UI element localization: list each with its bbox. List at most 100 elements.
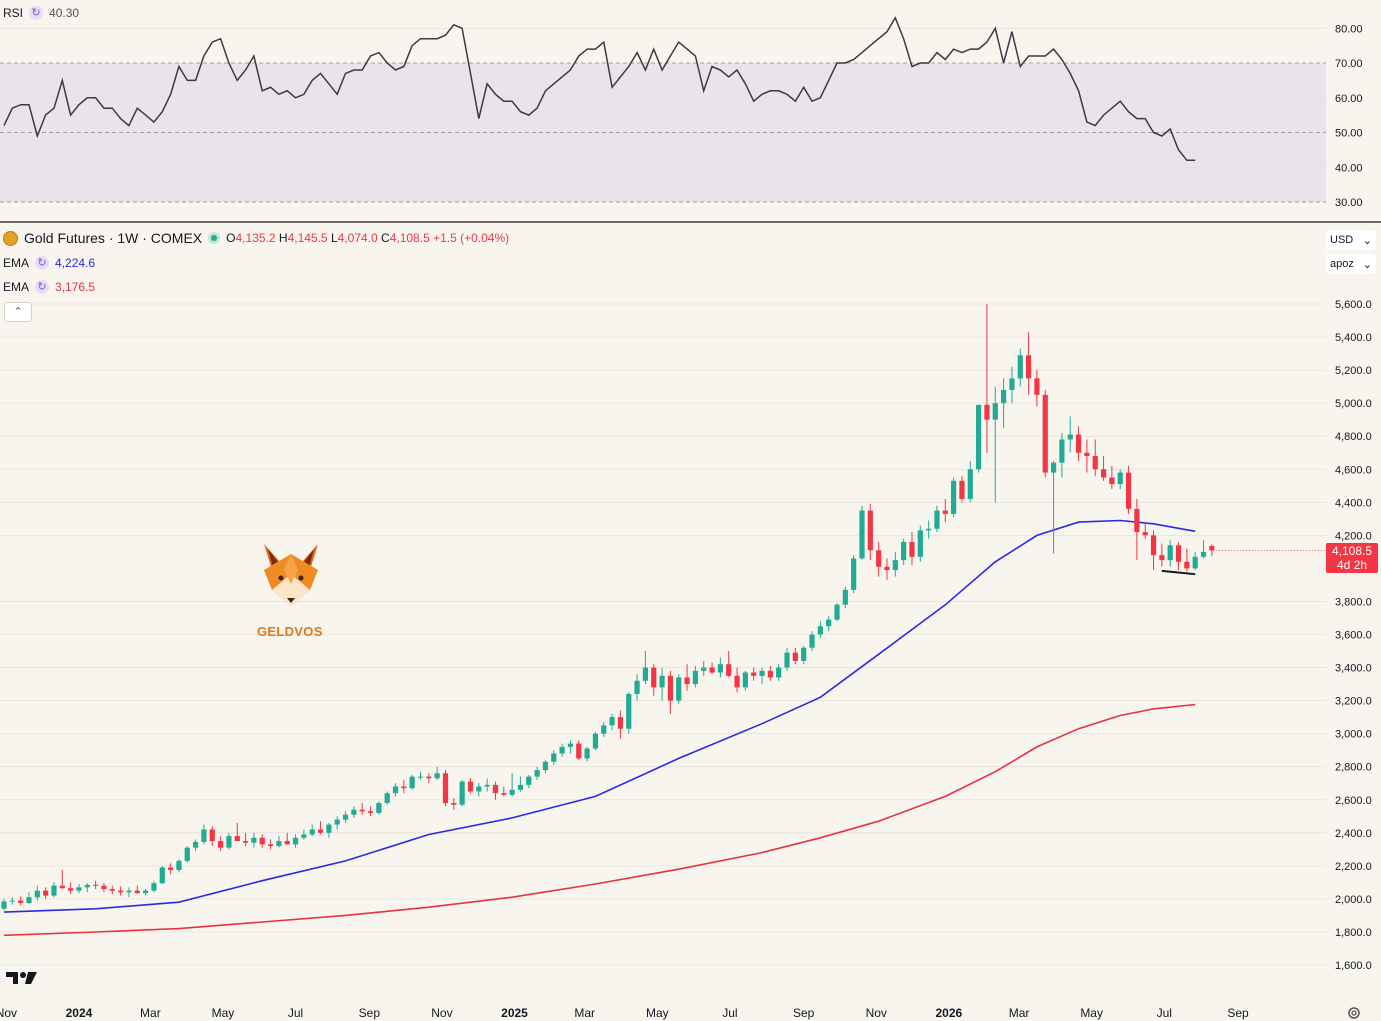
candle (567, 740, 574, 754)
candle (1001, 378, 1007, 428)
candle-body (784, 652, 790, 668)
chevron-up-icon: ⌃ (13, 306, 23, 318)
candle (951, 477, 957, 518)
candle (59, 869, 65, 889)
candle (617, 710, 624, 739)
ema-legend-2[interactable]: EMA ↻ 3,176.5 (3, 280, 95, 294)
candle (559, 743, 565, 757)
watermark-label: GELDVOS (257, 624, 323, 639)
candle-body (701, 667, 707, 671)
candle (676, 674, 682, 704)
candle-body (926, 528, 932, 531)
symbol-legend[interactable]: Gold Futures · 1W · COMEX O4,135.2 H4,14… (3, 230, 509, 246)
candle-body (159, 867, 165, 884)
refresh-icon[interactable]: ↻ (35, 280, 50, 294)
rsi-axis-tick: 60.00 (1335, 93, 1363, 105)
candle-body (417, 776, 424, 778)
time-axis-tick: Sep (1227, 1006, 1249, 1020)
currency-select[interactable]: USD ⌄ (1326, 230, 1376, 250)
collapse-legend-button[interactable]: ⌃ (4, 302, 32, 322)
candle-body (892, 560, 898, 571)
candle (509, 773, 515, 797)
candle (726, 651, 732, 678)
candle-body (759, 670, 765, 676)
rsi-legend[interactable]: RSI ↻ 40.30 (3, 6, 79, 20)
price-axis-tick: 4,600.0 (1335, 464, 1372, 476)
candle-body (967, 469, 973, 499)
candle-body (301, 834, 307, 838)
candle (1034, 370, 1040, 407)
candle-body (934, 510, 940, 529)
refresh-icon[interactable]: ↻ (29, 6, 44, 20)
candle (434, 766, 440, 780)
gear-icon[interactable] (1347, 1006, 1361, 1020)
candle (1067, 416, 1073, 453)
rsi-name: RSI (3, 6, 24, 20)
price-axis-tick: 3,400.0 (1335, 663, 1372, 675)
candle-body (367, 811, 374, 813)
candle-body (734, 675, 740, 688)
candle-body (317, 829, 324, 833)
candle-body (51, 885, 57, 896)
time-axis-tick: Mar (1009, 1006, 1030, 1020)
time-axis-tick: Mar (140, 1006, 161, 1020)
candle (1184, 548, 1190, 572)
candle (1200, 540, 1207, 559)
ema-legend-1[interactable]: EMA ↻ 4,224.6 (3, 256, 95, 270)
candle-body (901, 541, 907, 561)
candle (1150, 530, 1157, 571)
candle-body (1209, 546, 1215, 551)
candle (959, 475, 965, 503)
chevron-down-icon: ⌄ (1362, 234, 1372, 247)
candle-body (442, 773, 449, 804)
candle-body (992, 403, 998, 420)
price-axis-tick: 3,000.0 (1335, 729, 1372, 741)
candle (34, 885, 40, 901)
rsi-line (3, 16, 1196, 162)
candle-body (959, 480, 965, 499)
candle (209, 826, 215, 847)
candle (926, 520, 932, 539)
tradingview-logo-icon[interactable] (6, 970, 38, 986)
candle-body (834, 604, 840, 620)
candle (501, 786, 507, 797)
currency-value: USD (1330, 234, 1354, 246)
candle (1125, 465, 1132, 514)
market-status-icon (208, 232, 221, 244)
candle-body (801, 647, 807, 661)
candle-body (9, 900, 15, 902)
candle (184, 846, 190, 863)
candle-body (1192, 556, 1198, 569)
time-axis-tick: Mar (574, 1006, 595, 1020)
candle-body (34, 890, 40, 898)
candle-body (767, 670, 773, 678)
candle (176, 859, 182, 873)
price-axis-tick: 5,000.0 (1335, 398, 1372, 410)
candle-body (242, 841, 249, 843)
candle-body (192, 841, 199, 848)
candle (917, 525, 923, 562)
candle-body (1009, 378, 1015, 390)
refresh-icon[interactable]: ↻ (35, 256, 50, 270)
candle-body (459, 781, 465, 805)
candle (517, 776, 524, 792)
candle-body (101, 885, 107, 889)
candle-body (209, 829, 215, 842)
candle (367, 806, 374, 817)
candle-body (68, 888, 74, 891)
candle (276, 836, 282, 848)
candle (601, 722, 607, 737)
fox-icon (264, 544, 318, 606)
candle (376, 801, 382, 815)
candle-body (642, 667, 649, 681)
candle (351, 806, 357, 818)
symbol-title[interactable]: Gold Futures · 1W · COMEX (24, 230, 203, 246)
candle-body (1200, 551, 1207, 557)
candle-body (851, 558, 857, 590)
scale-select[interactable]: apoz ⌄ (1326, 254, 1376, 274)
candle-body (667, 675, 673, 701)
candle (742, 670, 748, 691)
candle-body (1100, 469, 1107, 478)
candle-body (401, 786, 407, 789)
